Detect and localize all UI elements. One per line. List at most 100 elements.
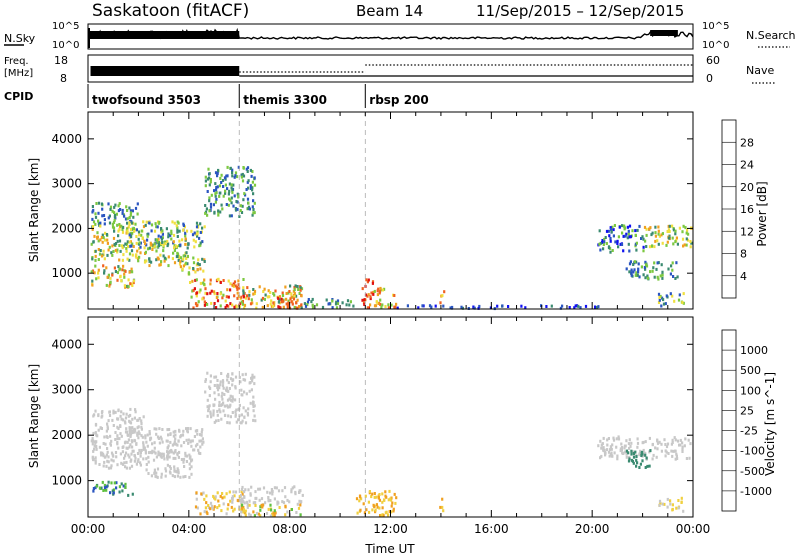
heatmap-cell (189, 427, 192, 431)
heatmap-cell (244, 488, 247, 492)
heatmap-cell (616, 242, 619, 245)
heatmap-cell (118, 258, 121, 262)
heatmap-cell (246, 180, 249, 184)
heatmap-cell (131, 231, 134, 235)
heatmap-cell (253, 382, 256, 386)
heatmap-cell (153, 446, 156, 450)
colorbar-tick-label: -500 (740, 465, 765, 478)
heatmap-cell (633, 260, 636, 264)
heatmap-cell (155, 475, 158, 479)
heatmap-cell (216, 299, 220, 303)
heatmap-cell (241, 419, 244, 423)
heatmap-cell (477, 306, 480, 310)
heatmap-cell (243, 490, 246, 494)
heatmap-cell (594, 305, 597, 309)
heatmap-cell (186, 427, 190, 430)
heatmap-cell (673, 436, 676, 440)
heatmap-cell (155, 238, 158, 242)
heatmap-cell (116, 250, 119, 254)
heatmap-cell (346, 299, 350, 303)
heatmap-cell (201, 257, 204, 261)
heatmap-cell (671, 261, 674, 265)
heatmap-cell (124, 430, 128, 434)
heatmap-cell (240, 490, 243, 493)
heatmap-cell (234, 174, 237, 178)
heatmap-cell (185, 460, 188, 463)
heatmap-cell (627, 232, 630, 236)
heatmap-cell (213, 290, 216, 294)
heatmap-cell (101, 451, 104, 455)
heatmap-cell (151, 442, 154, 446)
heatmap-cell (92, 489, 95, 493)
heatmap-cell (97, 211, 100, 215)
heatmap-cell (145, 259, 148, 263)
heatmap-cell (242, 508, 246, 512)
nave-label: Nave (746, 64, 774, 77)
heatmap-cell (662, 302, 666, 306)
heatmap-cell (166, 239, 169, 243)
heatmap-cell (180, 434, 183, 438)
heatmap-cell (93, 413, 96, 417)
nsky-label: N.Sky (4, 32, 36, 45)
heatmap-cell (238, 215, 241, 218)
heatmap-cell (162, 245, 165, 249)
heatmap-cell (268, 295, 271, 299)
heatmap-cell (195, 304, 198, 308)
heatmap-cell (359, 508, 362, 512)
heatmap-cell (185, 257, 188, 260)
heatmap-cell (246, 170, 249, 173)
heatmap-cell (100, 415, 103, 419)
heatmap-cell (379, 298, 382, 302)
heatmap-cell (644, 453, 647, 457)
heatmap-cell (173, 442, 176, 446)
heatmap-cell (239, 514, 242, 518)
heatmap-cell (126, 440, 129, 444)
heatmap-cell (441, 497, 444, 501)
heatmap-cell (97, 428, 100, 432)
heatmap-cell (220, 181, 223, 184)
heatmap-cell (208, 404, 211, 408)
heatmap-cell (188, 475, 191, 479)
heatmap-cell (311, 297, 314, 301)
heatmap-cell (264, 293, 267, 297)
heatmap-cell (227, 295, 230, 299)
heatmap-cell (111, 418, 114, 422)
heatmap-cell (110, 451, 114, 455)
heatmap-cell (365, 508, 368, 512)
heatmap-cell (130, 439, 133, 443)
heatmap-cell (203, 282, 206, 286)
heatmap-cell (97, 219, 100, 223)
heatmap-cell (290, 508, 293, 511)
heatmap-cell (168, 455, 171, 459)
heatmap-cell (199, 433, 202, 437)
heatmap-cell (299, 288, 302, 292)
heatmap-cell (185, 251, 188, 255)
heatmap-cell (392, 507, 395, 511)
heatmap-cell (651, 269, 654, 273)
heatmap-cell (237, 418, 240, 422)
heatmap-cell (210, 289, 213, 293)
heatmap-cell (134, 410, 137, 414)
heatmap-cell (390, 303, 393, 307)
heatmap-cell (273, 514, 276, 517)
heatmap-cell (300, 287, 304, 291)
heatmap-cell (605, 242, 608, 245)
heatmap-cell (145, 463, 148, 466)
heatmap-cell (161, 236, 164, 240)
heatmap-cell (226, 421, 229, 425)
heatmap-cell (219, 210, 222, 214)
heatmap-cell (269, 499, 272, 502)
heatmap-cell (125, 205, 128, 209)
heatmap-cell (605, 448, 609, 452)
heatmap-cell (97, 268, 100, 272)
heatmap-cell (246, 411, 249, 415)
heatmap-cell (124, 482, 127, 486)
heatmap-cell (232, 283, 235, 287)
heatmap-cell (102, 249, 105, 253)
heatmap-cell (151, 245, 154, 249)
heatmap-cell (336, 299, 340, 303)
heatmap-cell (135, 228, 138, 232)
heatmap-cell (179, 243, 182, 247)
heatmap-cell (227, 372, 230, 376)
heatmap-cell (123, 214, 126, 218)
